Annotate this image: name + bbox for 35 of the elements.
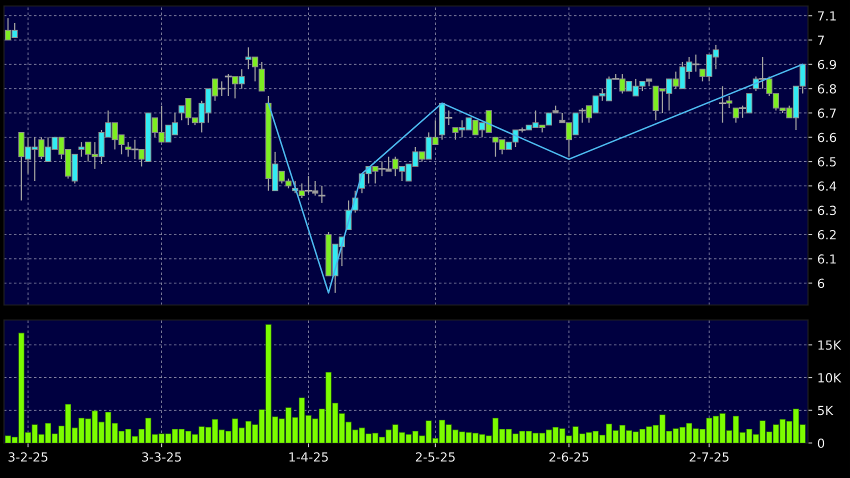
y-tick-label: 6.6 (818, 132, 836, 142)
y-tick-label: 6 (818, 278, 824, 288)
y-tick-label: 5K (818, 406, 834, 416)
candlestick (218, 80, 226, 97)
candlestick (739, 105, 746, 118)
candlestick (578, 107, 586, 124)
candlestick (445, 110, 452, 126)
y-tick-label: 10K (818, 373, 842, 382)
x-tick-label: 3-3-25 (142, 452, 181, 462)
x-tick-label: 2-7-25 (690, 452, 728, 462)
candlestick (258, 61, 265, 92)
candlestick (746, 93, 752, 114)
candlestick (719, 86, 726, 124)
y-tick-label: 6.2 (818, 230, 836, 240)
candlestick (692, 54, 700, 72)
candlestick (318, 185, 326, 204)
x-tick-label: 2-5-25 (416, 452, 455, 462)
y-tick-label: 6.4 (818, 181, 836, 191)
y-tick-label: 7.1 (818, 11, 836, 20)
y-tick-label: 6.7 (818, 108, 836, 118)
y-tick-label: 6.5 (818, 157, 836, 167)
x-tick-label: 3-2-25 (8, 452, 48, 462)
candlestick (759, 56, 766, 90)
y-tick-label: 6.8 (818, 84, 836, 94)
candlestick (224, 73, 232, 97)
y-tick-label: 0 (818, 438, 824, 448)
y-tick-label: 7 (818, 36, 824, 45)
y-tick-label: 6.1 (818, 254, 836, 264)
x-tick-label: 1-4-25 (289, 452, 328, 462)
y-tick-label: 15K (818, 340, 842, 350)
candlestick (612, 73, 620, 80)
x-tick-label: 2-6-25 (549, 452, 588, 462)
y-tick-label: 6.9 (818, 60, 836, 70)
y-tick-label: 6.3 (818, 206, 836, 216)
candlestick (131, 139, 138, 160)
